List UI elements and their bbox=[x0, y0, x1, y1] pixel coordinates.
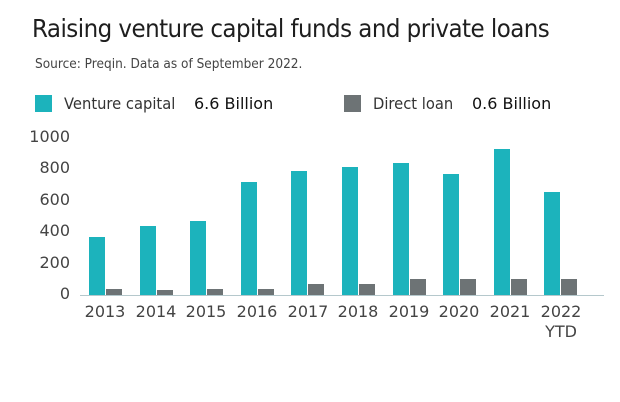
venture-capital-swatch-icon bbox=[35, 94, 52, 112]
x-tick: 2020 bbox=[438, 302, 480, 321]
y-tick: 1000 bbox=[29, 127, 70, 146]
y-tick: 200 bbox=[39, 253, 70, 272]
bar-venture-capital bbox=[139, 226, 156, 295]
y-tick: 600 bbox=[39, 190, 70, 209]
bar-venture-capital bbox=[392, 163, 409, 295]
legend-item-direct-loan: Direct loan bbox=[344, 92, 460, 114]
legend-value-venture-capital: 6.6 Billion bbox=[194, 94, 274, 113]
x-tick: 2018 bbox=[337, 302, 379, 321]
x-axis-line bbox=[80, 295, 604, 296]
chart-subtitle: Source: Preqin. Data as of September 202… bbox=[35, 56, 303, 72]
bar-direct-loan bbox=[106, 289, 122, 295]
x-tick: 2013 bbox=[84, 302, 126, 321]
bar-venture-capital bbox=[291, 171, 308, 295]
bar-direct-loan bbox=[561, 279, 578, 295]
y-tick: 0 bbox=[59, 284, 70, 303]
bar-direct-loan bbox=[156, 290, 173, 295]
bar-direct-loan bbox=[510, 279, 527, 295]
bar-direct-loan bbox=[359, 284, 375, 295]
bar-venture-capital bbox=[493, 149, 510, 295]
bar-venture-capital bbox=[89, 237, 105, 295]
x-tick: 2014 bbox=[135, 302, 177, 321]
bar-direct-loan bbox=[409, 279, 426, 295]
x-tick: 2015 bbox=[185, 302, 227, 321]
x-tick: 2022 bbox=[540, 302, 582, 321]
bar-direct-loan bbox=[257, 289, 274, 295]
bar-direct-loan bbox=[308, 284, 325, 295]
bar-venture-capital bbox=[544, 192, 561, 295]
bar-venture-capital bbox=[240, 182, 257, 295]
bar-direct-loan bbox=[460, 279, 477, 295]
x-tick: 2016 bbox=[236, 302, 278, 321]
legend-label: Direct loan bbox=[373, 93, 454, 113]
legend-label: Venture capital bbox=[64, 93, 176, 113]
bar-venture-capital bbox=[443, 174, 460, 295]
x-tick: 2019 bbox=[388, 302, 430, 321]
direct-loan-swatch-icon bbox=[344, 94, 361, 112]
x-tick: 2021 bbox=[489, 302, 531, 321]
bar-venture-capital bbox=[190, 221, 207, 295]
bar-direct-loan bbox=[207, 289, 224, 295]
x-tick-sublabel: YTD bbox=[545, 322, 577, 341]
chart-title: Raising venture capital funds and privat… bbox=[32, 14, 550, 43]
x-tick: 2017 bbox=[287, 302, 329, 321]
legend-value-direct-loan: 0.6 Billion bbox=[472, 94, 552, 113]
bar-venture-capital bbox=[342, 167, 358, 295]
y-tick: 800 bbox=[39, 158, 70, 177]
y-tick: 400 bbox=[39, 221, 70, 240]
legend-item-venture-capital: Venture capital bbox=[35, 92, 185, 114]
